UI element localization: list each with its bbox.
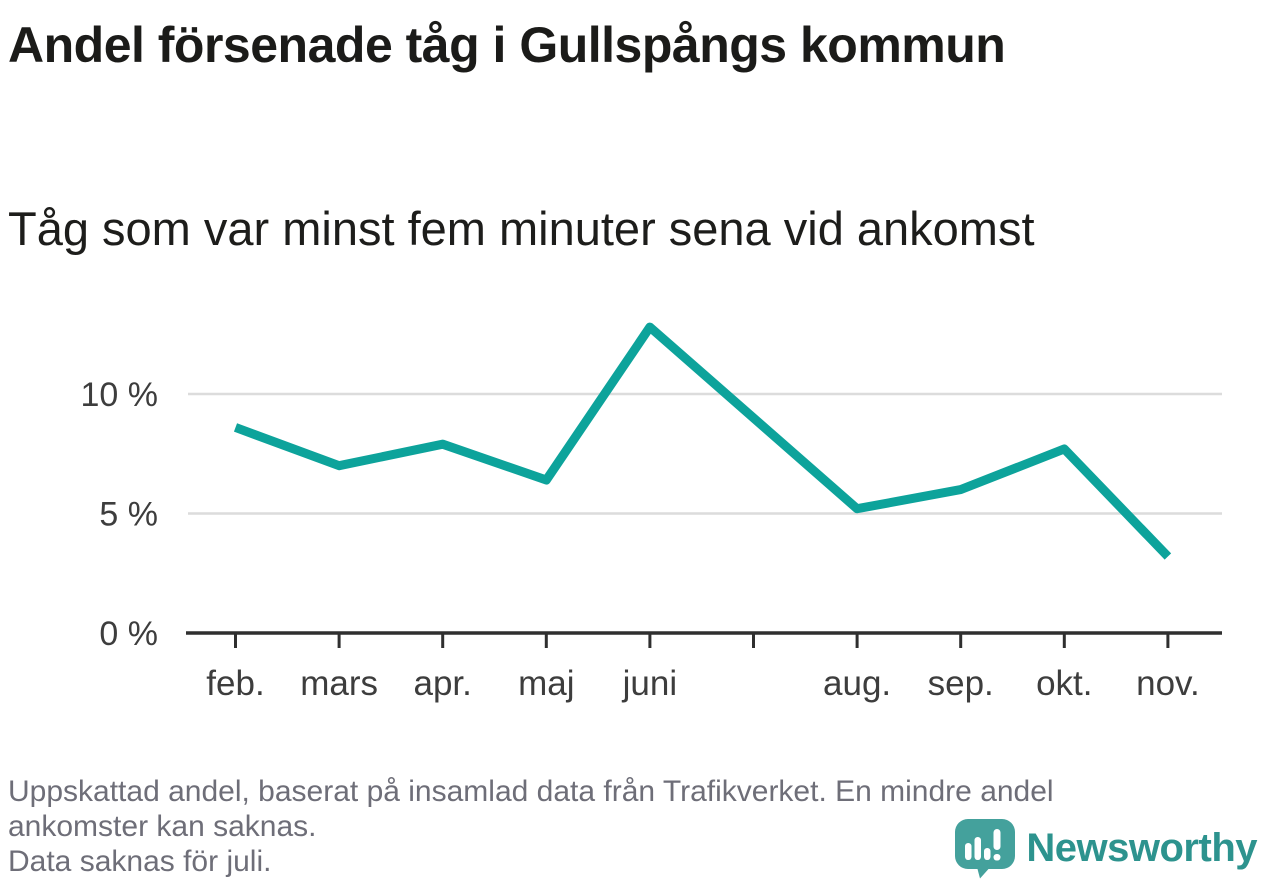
x-tick-label: juni <box>622 664 677 703</box>
newsworthy-bubble-chart-icon <box>955 819 1016 879</box>
x-tick-label: feb. <box>206 664 264 703</box>
y-tick-label: 5 % <box>99 496 158 534</box>
chart-title: Andel försenade tåg i Gullspångs kommun <box>8 17 1006 73</box>
newsworthy-logo-text: Newsworthy <box>1026 826 1257 870</box>
line-chart: 0 % 5 % 10 % feb. mars apr. maj juni aug. sep. okt… <box>0 270 1262 728</box>
x-tick-label: okt. <box>1036 664 1092 703</box>
newsworthy-logo: Newsworthy <box>953 818 1257 879</box>
y-tick-label: 10 % <box>81 376 159 414</box>
x-tick-label: mars <box>300 664 378 703</box>
data-line <box>233 322 1172 560</box>
footnote: Uppskattad andel, baserat på insamlad da… <box>8 774 1262 879</box>
footnote-line: Uppskattad andel, baserat på insamlad da… <box>8 775 1054 808</box>
x-tick-label: apr. <box>414 664 472 703</box>
x-tick-label: maj <box>518 664 574 703</box>
chart-subtitle: Tåg som var minst fem minuter sena vid a… <box>8 202 1035 255</box>
y-tick-label: 0 % <box>99 615 158 653</box>
footnote-line: Data saknas för juli. <box>8 845 272 878</box>
x-tick-label: aug. <box>823 664 891 703</box>
x-tick-label: nov. <box>1136 664 1200 703</box>
x-tick-label: sep. <box>928 664 994 703</box>
line-chart-canvas: 0 % 5 % 10 % feb. mars apr. maj juni aug. sep. okt… <box>81 322 1222 703</box>
footnote-line: ankomster kan saknas. <box>8 810 317 843</box>
